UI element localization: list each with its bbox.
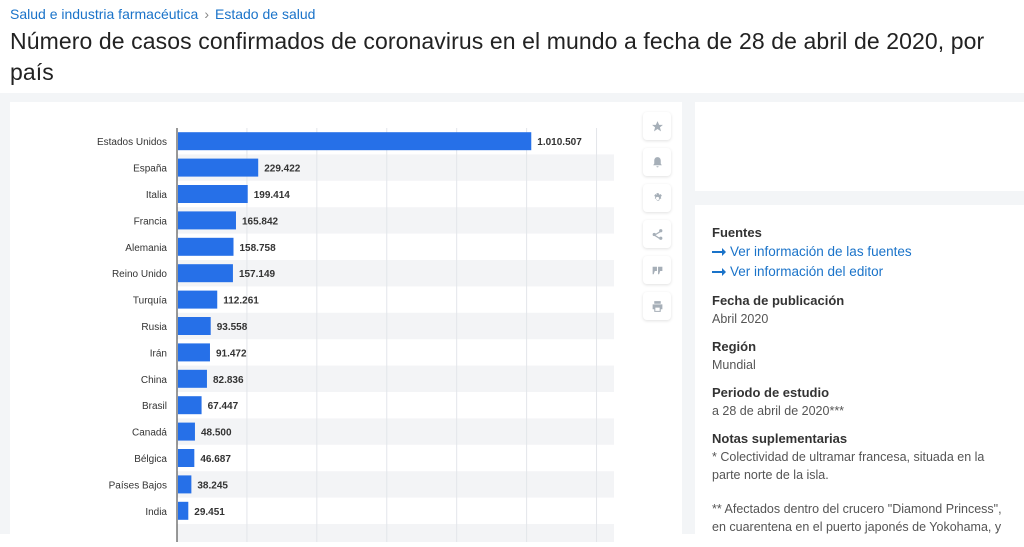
page-title: Número de casos confirmados de coronavir…	[10, 28, 985, 85]
category-label: Bélgica	[134, 454, 167, 465]
breadcrumb-item-health-pharma[interactable]: Salud e industria farmacéutica	[10, 6, 199, 22]
share-button[interactable]	[643, 220, 671, 248]
editor-link[interactable]: Ver información del editor	[712, 262, 1012, 282]
category-label: España	[133, 164, 167, 175]
publication-date-value: Abril 2020	[712, 312, 769, 326]
category-label: Brasil	[142, 401, 167, 412]
bar[interactable]	[178, 475, 192, 494]
category-label: Estados Unidos	[97, 137, 167, 148]
bar[interactable]	[178, 422, 195, 441]
bar-chart: Estados Unidos 1.010.507 España 229.422 Ital…	[97, 128, 614, 547]
note-2: ** Afectados dentro del crucero "Diamond…	[712, 502, 1002, 534]
value-label: 91.472	[216, 348, 247, 359]
notification-button[interactable]	[643, 148, 671, 176]
bar[interactable]	[178, 369, 207, 388]
gear-icon	[653, 192, 662, 201]
breadcrumb-item-health-status[interactable]: Estado de salud	[215, 6, 316, 22]
value-label: 229.422	[264, 164, 301, 175]
favorite-button[interactable]	[643, 112, 671, 140]
arrow-right-icon	[712, 248, 726, 256]
row-stripe	[177, 471, 614, 498]
sources-link-label: Ver información de las fuentes	[730, 244, 912, 259]
bar[interactable]	[178, 501, 189, 520]
category-label: Francia	[134, 216, 168, 227]
region-heading: Región	[712, 339, 757, 354]
category-label: China	[141, 375, 168, 386]
bar[interactable]	[178, 237, 234, 256]
bar[interactable]	[178, 132, 532, 151]
quote-icon	[652, 266, 662, 274]
value-label: 158.758	[240, 243, 277, 254]
category-label: Rusia	[141, 322, 167, 333]
region-value: Mundial	[712, 358, 756, 372]
row-stripe	[177, 312, 614, 340]
category-label: Canadá	[132, 428, 167, 439]
value-label: 46.687	[200, 454, 231, 465]
bell-icon	[652, 156, 662, 167]
side-panel-top	[695, 102, 1024, 191]
publication-date-heading: Fecha de publicación	[712, 293, 845, 308]
category-label: Reino Unido	[112, 269, 167, 280]
star-icon	[651, 120, 663, 131]
breadcrumb-separator: ›	[204, 6, 209, 22]
print-button[interactable]	[643, 292, 671, 320]
value-label: 93.558	[217, 322, 248, 333]
study-period-value: a 28 de abril de 2020***	[712, 404, 845, 418]
row-stripe	[177, 207, 614, 234]
bar[interactable]	[178, 290, 218, 309]
row-stripe	[177, 524, 614, 547]
settings-button[interactable]	[643, 184, 671, 212]
category-label: Turquía	[133, 296, 168, 307]
breadcrumb: Salud e industria farmacéutica › Estado de…	[10, 6, 315, 22]
value-label: 82.836	[213, 375, 244, 386]
category-label: India	[145, 507, 167, 518]
notes-heading: Notas suplementarias	[712, 431, 848, 446]
sources-link[interactable]: Ver información de las fuentes	[712, 242, 1012, 262]
cite-button[interactable]	[643, 256, 671, 284]
value-label: 165.842	[242, 216, 279, 227]
share-icon	[652, 228, 662, 240]
value-label: 112.261	[223, 296, 259, 307]
value-label: 67.447	[208, 401, 239, 412]
value-label: 199.414	[254, 190, 291, 201]
bar[interactable]	[178, 317, 211, 335]
note-1: * Colectividad de ultramar francesa, sit…	[712, 450, 985, 482]
value-label: 48.500	[201, 428, 232, 439]
side-panel-info	[695, 205, 1024, 545]
bar[interactable]	[178, 158, 259, 177]
bar[interactable]	[178, 449, 195, 467]
category-label: Alemania	[125, 243, 167, 254]
chart-panel: Estados Unidos 1.010.507 España 229.422 Ital…	[10, 102, 682, 547]
row-stripe	[177, 418, 614, 445]
study-period-heading: Periodo de estudio	[712, 385, 830, 400]
row-stripe	[177, 365, 614, 392]
category-label: Países Bajos	[109, 480, 167, 491]
chart-toolbar	[643, 112, 671, 328]
sources-heading: Fuentes	[712, 225, 762, 240]
arrow-right-icon	[712, 268, 726, 276]
category-label: Italia	[146, 190, 168, 201]
bar[interactable]	[178, 396, 202, 415]
bar[interactable]	[178, 343, 210, 362]
print-icon	[652, 300, 662, 312]
value-label: 38.245	[197, 480, 228, 491]
bar[interactable]	[178, 185, 248, 203]
value-label: 1.010.507	[537, 137, 582, 148]
bar[interactable]	[178, 264, 233, 283]
bar[interactable]	[178, 211, 236, 230]
statistic-info: Fuentes Ver información de las fuentes V…	[712, 223, 1012, 545]
editor-link-label: Ver información del editor	[730, 264, 884, 279]
row-stripe	[177, 260, 614, 287]
category-label: Irán	[150, 348, 167, 359]
value-label: 157.149	[239, 269, 276, 280]
value-label: 29.451	[194, 507, 225, 518]
